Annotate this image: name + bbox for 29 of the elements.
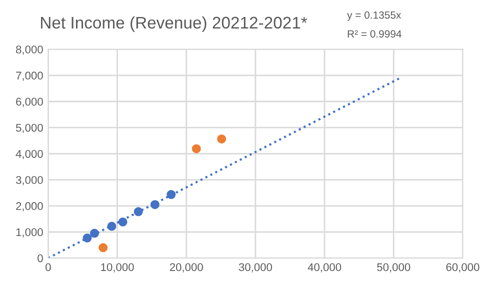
y-tick-label: 4,000 [16, 150, 43, 160]
x-tick-label: 60,000 [446, 263, 480, 272]
point [107, 222, 116, 231]
point [118, 217, 128, 226]
text: R² = 0.9994 [348, 30, 402, 38]
x-tick-label: 40,000 [308, 263, 342, 272]
point [82, 234, 92, 242]
y-tick-label: 3,000 [16, 176, 43, 186]
y-tick-label: 6,000 [16, 98, 43, 107]
point [98, 243, 108, 252]
y-tick-label: 8,000 [16, 46, 43, 55]
y-tick-label: 2,000 [16, 202, 43, 212]
point [166, 190, 176, 200]
point [150, 200, 160, 210]
y-tick-label: 1,000 [16, 228, 43, 238]
chart-title: Net Income (Revenue) 20212-2021* [41, 16, 308, 32]
x-tick-label: 20,000 [170, 263, 203, 272]
point [217, 134, 226, 144]
x-tick-label: 10,000 [101, 263, 134, 272]
x-tick-label: 30,000 [238, 263, 272, 272]
text: y = 0.1355x [347, 11, 402, 21]
y-tick-label: 7,000 [16, 72, 43, 81]
point [192, 144, 201, 154]
y-tick-label: 0 [38, 254, 43, 262]
point [134, 207, 143, 216]
x-tick-label: 0 [46, 263, 51, 272]
x-tick-label: 50,000 [377, 263, 410, 272]
point [90, 228, 99, 238]
y-tick-label: 5,000 [16, 124, 43, 134]
